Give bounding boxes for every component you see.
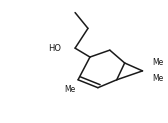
Text: HO: HO <box>48 44 61 53</box>
Text: Me: Me <box>152 74 164 83</box>
Text: Me: Me <box>65 85 76 94</box>
Text: Me: Me <box>152 58 164 68</box>
